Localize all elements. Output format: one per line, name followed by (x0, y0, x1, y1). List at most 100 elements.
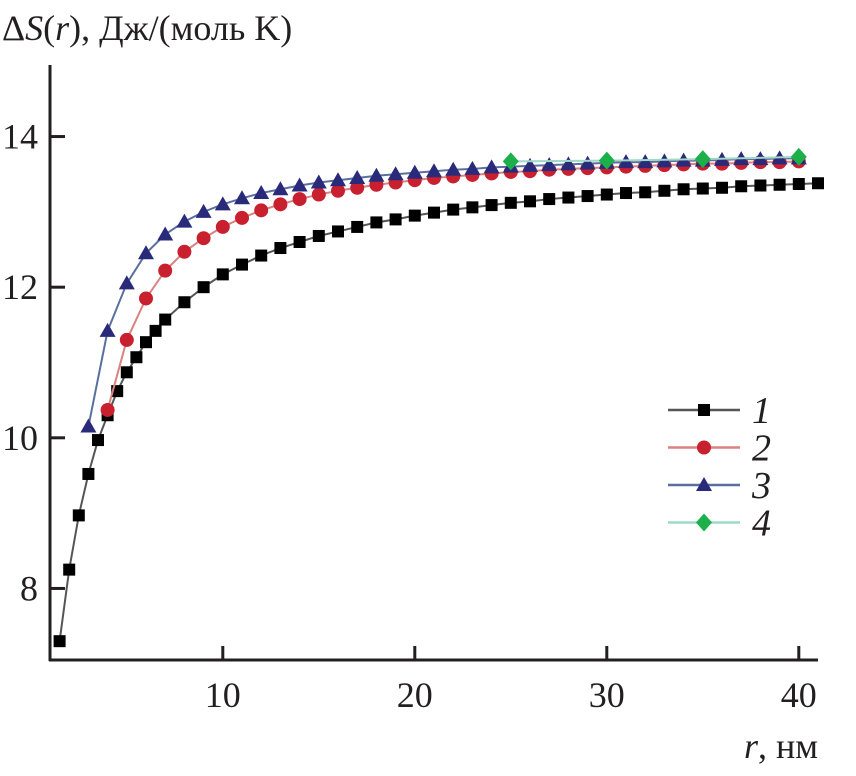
square-marker (620, 187, 632, 200)
series-line (510, 155, 799, 163)
diamond-marker (696, 513, 712, 532)
square-marker (735, 180, 748, 193)
triangle-marker (426, 163, 442, 178)
y-axis-title: ΔS(r), Дж/(моль K) (2, 8, 292, 48)
triangle-marker (176, 213, 193, 228)
square-marker (293, 235, 306, 248)
legend-item-1: 1 (668, 390, 771, 432)
square-marker (312, 229, 325, 242)
triangle-marker (253, 185, 270, 200)
x-tick-label: 40 (781, 675, 817, 715)
square-marker (716, 181, 728, 194)
triangle-marker (138, 245, 154, 260)
diamond-marker (598, 151, 615, 170)
legend-item-2: 2 (668, 428, 771, 470)
triangle-marker (214, 196, 231, 211)
square-marker (600, 188, 613, 201)
series-group (53, 147, 824, 648)
square-marker (581, 190, 594, 203)
triangle-marker (387, 166, 404, 181)
square-marker (466, 201, 479, 214)
circle-marker (235, 210, 249, 225)
square-marker (63, 563, 76, 576)
y-tick-label: 12 (2, 267, 38, 307)
legend-label: 2 (752, 428, 771, 470)
circle-marker (100, 402, 115, 417)
circle-marker (119, 332, 134, 347)
square-marker (543, 193, 556, 206)
circle-marker (311, 187, 326, 202)
circle-marker (254, 203, 269, 218)
triangle-marker (157, 226, 174, 241)
square-marker (504, 196, 517, 209)
triangle-marker (445, 161, 462, 176)
square-marker (696, 182, 709, 195)
square-marker (236, 258, 248, 271)
title-rest: ), Дж/(моль K) (69, 8, 292, 48)
square-marker (274, 242, 287, 255)
x-axis-title: r, нм (744, 726, 818, 766)
triangle-marker (464, 160, 481, 175)
triangle-marker (349, 169, 366, 184)
title-r: r (55, 8, 70, 48)
circle-marker (697, 440, 711, 455)
square-marker (754, 179, 767, 192)
square-marker (677, 183, 690, 196)
triangle-marker (291, 177, 308, 192)
square-marker (639, 186, 652, 199)
x-tick-label: 10 (205, 675, 241, 715)
square-marker (140, 336, 152, 349)
series-1 (53, 177, 824, 648)
y-tick-label: 14 (2, 117, 38, 157)
square-marker (812, 177, 824, 190)
square-marker (658, 184, 671, 197)
circle-marker (158, 263, 173, 278)
triangle-marker (560, 156, 577, 171)
legend-label: 3 (751, 465, 771, 507)
legend-label: 1 (752, 390, 771, 432)
square-marker (120, 366, 133, 379)
triangle-marker (696, 477, 712, 491)
square-marker (82, 467, 95, 480)
y-tick-label: 8 (20, 568, 38, 608)
circle-marker (215, 219, 230, 234)
circle-marker (292, 192, 307, 207)
triangle-marker (522, 157, 538, 172)
square-marker (562, 191, 575, 204)
square-marker (370, 216, 383, 229)
diamond-marker (790, 147, 807, 166)
triangle-marker (483, 159, 500, 174)
x-tick-label: 20 (397, 675, 433, 715)
triangle-marker (541, 157, 558, 172)
square-marker (447, 203, 460, 216)
xlabel-r: r (744, 726, 759, 766)
triangle-marker (272, 181, 289, 196)
square-marker (255, 249, 268, 262)
diamond-marker (694, 150, 711, 169)
triangle-marker (579, 155, 596, 170)
square-marker (389, 213, 402, 226)
xlabel-rest: , нм (758, 726, 818, 766)
series-4 (502, 147, 807, 171)
square-marker (53, 635, 66, 648)
title-open: ( (43, 8, 55, 48)
triangle-marker (195, 203, 212, 218)
square-marker (130, 351, 143, 364)
triangle-marker (80, 418, 97, 433)
square-marker (216, 268, 229, 281)
circle-marker (196, 231, 211, 246)
triangle-marker (118, 275, 135, 290)
series-line (106, 160, 799, 411)
triangle-marker (234, 190, 250, 205)
triangle-marker (99, 322, 116, 337)
triangle-marker (368, 167, 385, 182)
title-delta: Δ (2, 8, 25, 48)
legend-item-4: 4 (668, 503, 771, 545)
circle-marker (331, 183, 345, 198)
series-line (58, 182, 819, 642)
square-marker (485, 199, 498, 212)
square-marker (408, 209, 421, 222)
square-marker (332, 225, 344, 238)
